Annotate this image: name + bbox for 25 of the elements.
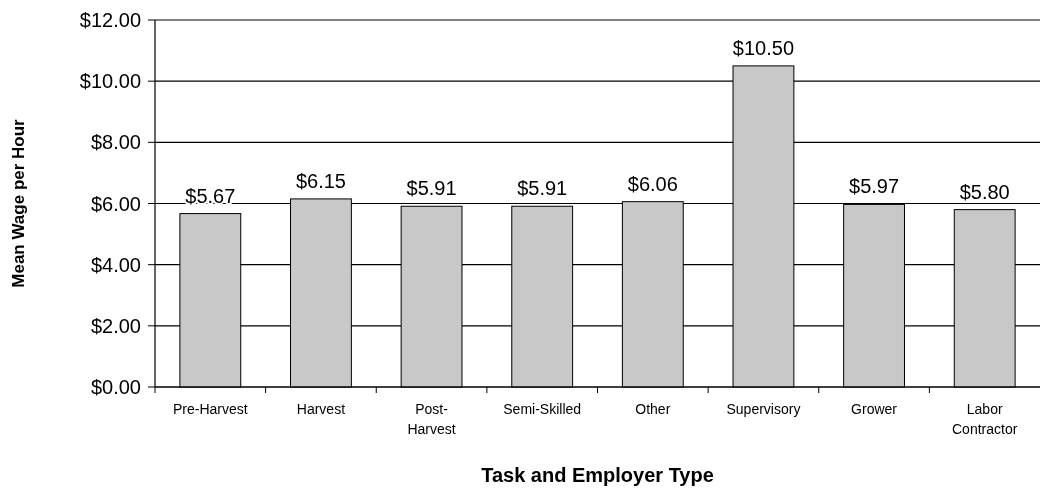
data-label: $6.15: [295, 169, 346, 192]
y-axis-title: Mean Wage per Hour: [9, 118, 28, 288]
x-tick-label: Grower: [851, 401, 898, 417]
y-tick-label: $6.00: [90, 192, 141, 215]
data-label: $5.97: [849, 175, 900, 198]
x-tick-label: Other: [635, 401, 671, 417]
x-tick-label: Post- Harvest: [407, 401, 456, 437]
x-tick-label: Harvest: [296, 401, 346, 417]
y-tick-label: $4.00: [90, 253, 141, 276]
data-label: $6.06: [627, 172, 678, 195]
data-label: $5.91: [517, 177, 568, 200]
data-label: $5.67: [185, 184, 236, 207]
y-tick-label: $10.00: [79, 70, 141, 93]
x-axis-title: Task and Employer Type: [481, 464, 714, 486]
data-label: $10.50: [732, 36, 795, 59]
y-tick-label: $0.00: [90, 376, 141, 398]
x-tick-label: Pre-Harvest: [172, 401, 248, 417]
y-tick-label: $8.00: [90, 131, 141, 154]
y-tick-label: $2.00: [90, 314, 141, 337]
data-label: $5.91: [406, 177, 457, 200]
x-tick-label: Semi-Skilled: [503, 401, 582, 417]
y-tick-label: $12.00: [79, 9, 141, 31]
x-tick-label: Supervisory: [726, 401, 801, 417]
data-label: $5.80: [959, 180, 1010, 203]
x-tick-label: Labor Contractor: [952, 401, 1018, 437]
